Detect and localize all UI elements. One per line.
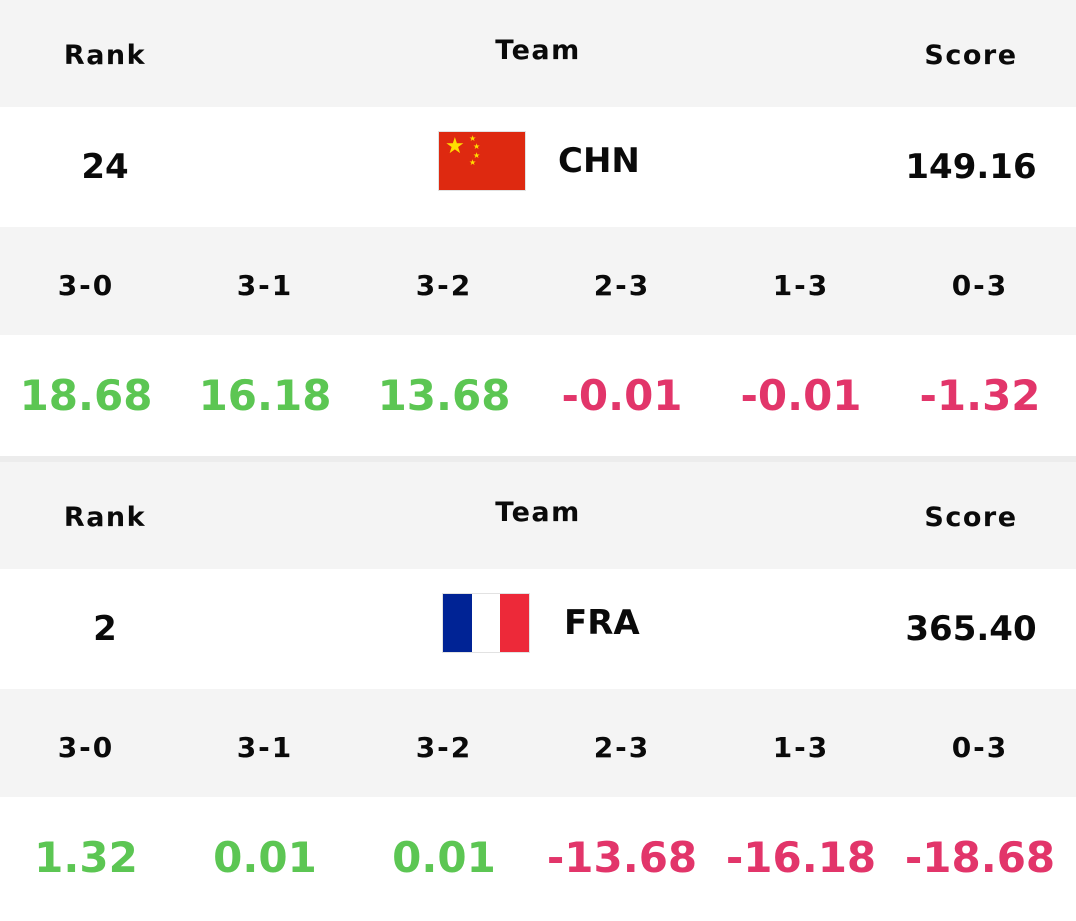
outcome-label: 3-1 (236, 269, 294, 302)
score-header: Score (924, 502, 1018, 533)
score-value: 365.40 (905, 609, 1037, 649)
rank-header: Rank (63, 40, 147, 71)
score-header: Score (924, 40, 1018, 71)
team-code: CHN (558, 141, 640, 181)
outcome-value: -0.01 (740, 371, 862, 420)
outcome-labels-row: 3-0 3-1 3-2 2-3 1-3 0-3 (0, 689, 1076, 797)
outcome-label: 3-2 (415, 269, 473, 302)
header-row: Rank Team Score (0, 0, 1076, 107)
outcome-label: 2-3 (593, 269, 651, 302)
outcome-label: 0-3 (951, 731, 1009, 764)
outcome-value: 18.68 (19, 371, 153, 420)
china-flag-icon: ★ ★ ★ ★ ★ (438, 131, 526, 191)
team-row: 24 ★ ★ ★ ★ ★ CHN 149.16 (0, 107, 1076, 227)
team-card-fra: Rank Team Score 2 FRA 365.40 3-0 3-1 3-2… (0, 462, 1076, 920)
outcome-value: -16.18 (725, 833, 877, 882)
rank-value: 2 (93, 609, 117, 649)
team-card-chn: Rank Team Score 24 ★ ★ ★ ★ ★ CHN 149.16 … (0, 0, 1076, 458)
outcome-labels-row: 3-0 3-1 3-2 2-3 1-3 0-3 (0, 227, 1076, 335)
outcome-value: 13.68 (377, 371, 511, 420)
rank-header: Rank (63, 502, 147, 533)
outcome-value: -18.68 (904, 833, 1056, 882)
team-header: Team (495, 497, 581, 528)
outcome-label: 3-0 (57, 731, 115, 764)
team-code: FRA (564, 603, 640, 643)
outcome-label: 1-3 (772, 269, 830, 302)
outcome-label: 0-3 (951, 269, 1009, 302)
outcome-value: 16.18 (198, 371, 332, 420)
outcome-label: 3-0 (57, 269, 115, 302)
outcome-values-row: 18.68 16.18 13.68 -0.01 -0.01 -1.32 (0, 335, 1076, 456)
score-value: 149.16 (905, 147, 1037, 187)
outcome-value: -13.68 (546, 833, 698, 882)
outcome-value: -0.01 (561, 371, 683, 420)
card-divider (0, 456, 1076, 462)
outcome-value: 1.32 (34, 833, 138, 882)
outcome-label: 1-3 (772, 731, 830, 764)
team-header: Team (495, 35, 581, 66)
team-cell: FRA (442, 593, 640, 653)
team-row: 2 FRA 365.40 (0, 569, 1076, 689)
outcome-value: 0.01 (213, 833, 317, 882)
outcome-label: 3-2 (415, 731, 473, 764)
team-cell: ★ ★ ★ ★ ★ CHN (438, 131, 640, 191)
outcome-value: -1.32 (919, 371, 1041, 420)
header-row: Rank Team Score (0, 462, 1076, 569)
france-flag-icon (442, 593, 530, 653)
outcome-label: 3-1 (236, 731, 294, 764)
outcome-value: 0.01 (392, 833, 496, 882)
rank-value: 24 (81, 147, 129, 187)
outcome-label: 2-3 (593, 731, 651, 764)
outcome-values-row: 1.32 0.01 0.01 -13.68 -16.18 -18.68 (0, 797, 1076, 918)
